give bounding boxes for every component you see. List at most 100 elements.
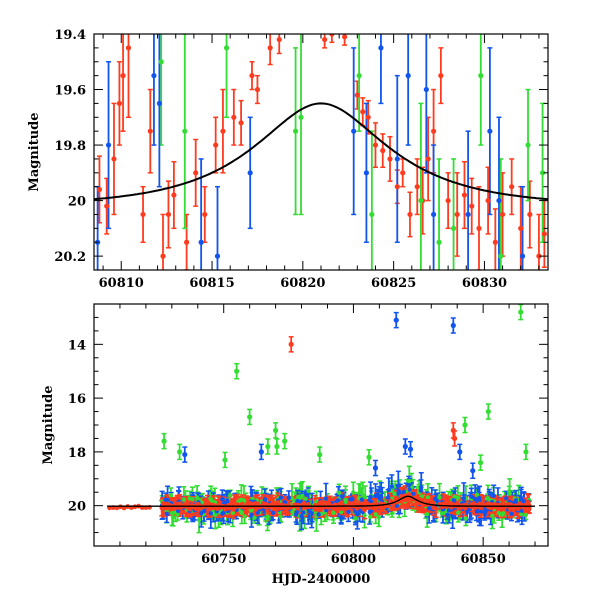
data-point-green xyxy=(376,514,382,520)
data-point-green xyxy=(478,73,484,79)
data-point-green xyxy=(343,497,348,503)
data-point-red xyxy=(364,500,370,506)
data-point-blue xyxy=(445,512,450,518)
data-point-red xyxy=(414,184,420,190)
data-point-blue xyxy=(294,509,300,515)
data-point-green xyxy=(501,511,506,516)
data-point-red xyxy=(316,501,322,506)
data-point-green xyxy=(539,170,546,176)
data-point-green xyxy=(425,495,431,500)
data-point-green xyxy=(252,515,257,520)
bottom-panel: 60750 60800 60850 14 16 18 20 Magnitude HJD-24… xyxy=(41,303,549,587)
bottom-y-tick-label: 14 xyxy=(68,338,86,353)
data-point-red xyxy=(322,36,328,43)
outlier-point-blue xyxy=(372,465,379,471)
data-point-green xyxy=(300,493,305,499)
data-point-blue xyxy=(151,73,157,79)
data-point-red xyxy=(104,203,110,209)
data-point-red xyxy=(231,114,237,120)
data-point-red xyxy=(476,225,482,231)
data-point-blue xyxy=(346,509,351,515)
data-point-green xyxy=(474,492,480,498)
data-point-red xyxy=(445,197,451,204)
data-point-blue xyxy=(363,170,369,176)
data-point-red xyxy=(431,505,437,511)
top-y-tick-label: 19.8 xyxy=(54,139,86,154)
data-point-blue xyxy=(513,498,519,503)
data-point-blue xyxy=(450,514,455,519)
data-point-blue xyxy=(426,506,432,511)
data-point-blue xyxy=(105,142,112,148)
data-point-green xyxy=(292,128,299,134)
top-ticks: 60810 60815 60820 60825 60830 19.4 19.6 19.8 20 2… xyxy=(54,28,548,291)
data-point-red xyxy=(387,156,393,162)
data-point-red xyxy=(116,100,123,107)
outlier-point-green xyxy=(485,408,491,415)
data-point-blue xyxy=(278,495,284,500)
data-point-red xyxy=(220,128,226,134)
data-point-blue xyxy=(519,496,524,502)
data-point-red xyxy=(527,211,533,218)
top-x-tick-label: 60825 xyxy=(371,276,416,291)
data-point-blue xyxy=(295,498,300,504)
bottom-y-axis-title: Magnitude xyxy=(41,385,56,464)
data-point-blue xyxy=(164,511,169,517)
data-point-green xyxy=(223,45,230,51)
data-point-blue xyxy=(465,211,471,218)
data-point-red xyxy=(326,500,332,506)
data-point-blue xyxy=(249,512,254,517)
top-y-tick-label: 19.6 xyxy=(54,84,86,99)
data-point-red xyxy=(265,508,270,513)
data-point-blue xyxy=(418,488,424,493)
data-point-green xyxy=(230,510,235,516)
outlier-point-blue xyxy=(470,468,476,474)
outlier-point-blue xyxy=(402,443,408,450)
data-point-red xyxy=(184,239,190,245)
data-point-green xyxy=(358,486,363,491)
outlier-point-blue xyxy=(457,449,463,455)
data-point-red xyxy=(469,203,475,209)
data-point-blue xyxy=(407,487,412,492)
data-point-green xyxy=(303,496,308,502)
data-point-blue xyxy=(262,497,268,502)
data-point-blue xyxy=(220,511,225,516)
data-point-red xyxy=(254,86,261,93)
data-point-blue xyxy=(220,496,225,502)
data-point-red xyxy=(96,186,103,193)
data-point-red xyxy=(454,211,460,218)
outlier-point-red xyxy=(288,341,294,347)
data-point-red xyxy=(400,170,406,176)
data-point-red xyxy=(202,211,208,218)
data-point-green xyxy=(369,211,375,218)
top-panel: 60810 60815 60820 60825 60830 19.4 19.6 19.8 20 2… xyxy=(27,28,549,291)
data-point-green xyxy=(507,489,512,494)
data-point-blue xyxy=(461,495,466,501)
data-point-blue xyxy=(411,491,416,496)
data-point-green xyxy=(436,239,442,245)
data-point-blue xyxy=(339,514,344,520)
data-point-blue xyxy=(165,497,170,503)
data-point-red xyxy=(329,34,335,37)
outlier-point-green xyxy=(477,460,484,466)
outlier-point-green xyxy=(274,443,280,450)
data-point-green xyxy=(290,509,295,514)
data-point-blue xyxy=(504,496,509,501)
outlier-point-green xyxy=(366,454,372,460)
outlier-point-blue xyxy=(258,449,264,455)
outlier-point-green xyxy=(234,368,240,374)
bottom-x-tick-label: 60750 xyxy=(201,552,246,567)
data-point-red xyxy=(140,211,146,218)
top-data-points xyxy=(95,34,547,259)
data-point-red xyxy=(319,504,324,510)
data-point-red xyxy=(147,128,153,134)
data-point-blue xyxy=(286,495,292,500)
data-point-red xyxy=(213,142,219,148)
data-point-red xyxy=(270,500,275,506)
bottom-x-tick-label: 60800 xyxy=(331,552,376,567)
data-point-red xyxy=(238,503,243,508)
data-point-blue xyxy=(474,509,480,514)
data-point-green xyxy=(168,492,174,498)
data-point-green xyxy=(360,493,366,498)
data-point-blue xyxy=(482,510,487,515)
data-point-green xyxy=(306,488,311,494)
